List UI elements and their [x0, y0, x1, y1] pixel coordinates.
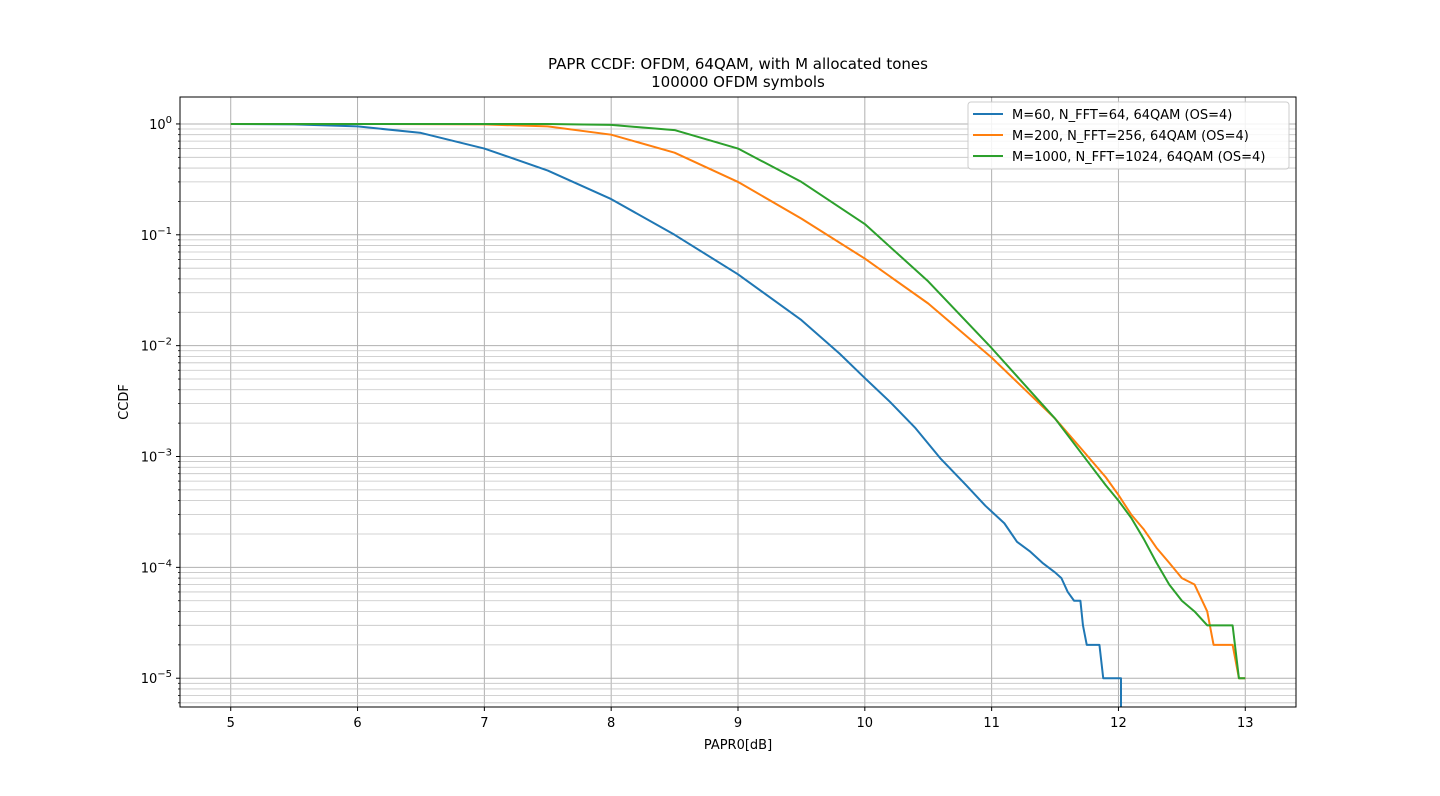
legend-label-2: M=200, N_FFT=256, 64QAM (OS=4) [1012, 129, 1249, 144]
series-line-1 [230, 122, 1122, 707]
series-line-2 [230, 122, 1246, 680]
x-axis-ticks: 5 6 7 8 9 10 11 12 13 [227, 707, 1254, 731]
y-axis-label: CCDF [117, 384, 132, 420]
chart-title: PAPR CCDF: OFDM, 64QAM, with M allocated… [548, 55, 928, 73]
x-tick-label: 8 [607, 716, 615, 731]
x-tick-label: 5 [227, 716, 235, 731]
x-tick-label: 9 [734, 716, 742, 731]
y-axis-ticks: 10−5 10−4 10−3 10−2 10−1 100 [141, 115, 180, 704]
legend-label-1: M=60, N_FFT=64, 64QAM (OS=4) [1012, 108, 1232, 123]
x-tick-label: 7 [480, 716, 488, 731]
y-tick-label: 10−3 [141, 448, 172, 466]
x-tick-label: 10 [857, 716, 874, 731]
chart-subtitle: 100000 OFDM symbols [651, 73, 825, 91]
x-axis-label: PAPR0[dB] [704, 738, 772, 753]
legend: M=60, N_FFT=64, 64QAM (OS=4) M=200, N_FFT… [967, 101, 1290, 170]
y-tick-label: 10−1 [141, 226, 172, 244]
x-tick-label: 11 [983, 716, 1000, 731]
series-line-3 [230, 122, 1246, 680]
grid-lines [180, 97, 1296, 707]
y-tick-label: 10−2 [141, 337, 172, 355]
x-tick-label: 12 [1110, 716, 1127, 731]
x-tick-label: 6 [353, 716, 361, 731]
legend-box [967, 101, 1290, 170]
y-tick-label: 10−4 [141, 558, 172, 576]
legend-label-3: M=1000, N_FFT=1024, 64QAM (OS=4) [1012, 150, 1265, 165]
x-tick-label: 13 [1237, 716, 1254, 731]
y-tick-label: 10−5 [141, 669, 172, 687]
series-lines [230, 122, 1246, 707]
y-tick-label: 100 [149, 115, 172, 133]
